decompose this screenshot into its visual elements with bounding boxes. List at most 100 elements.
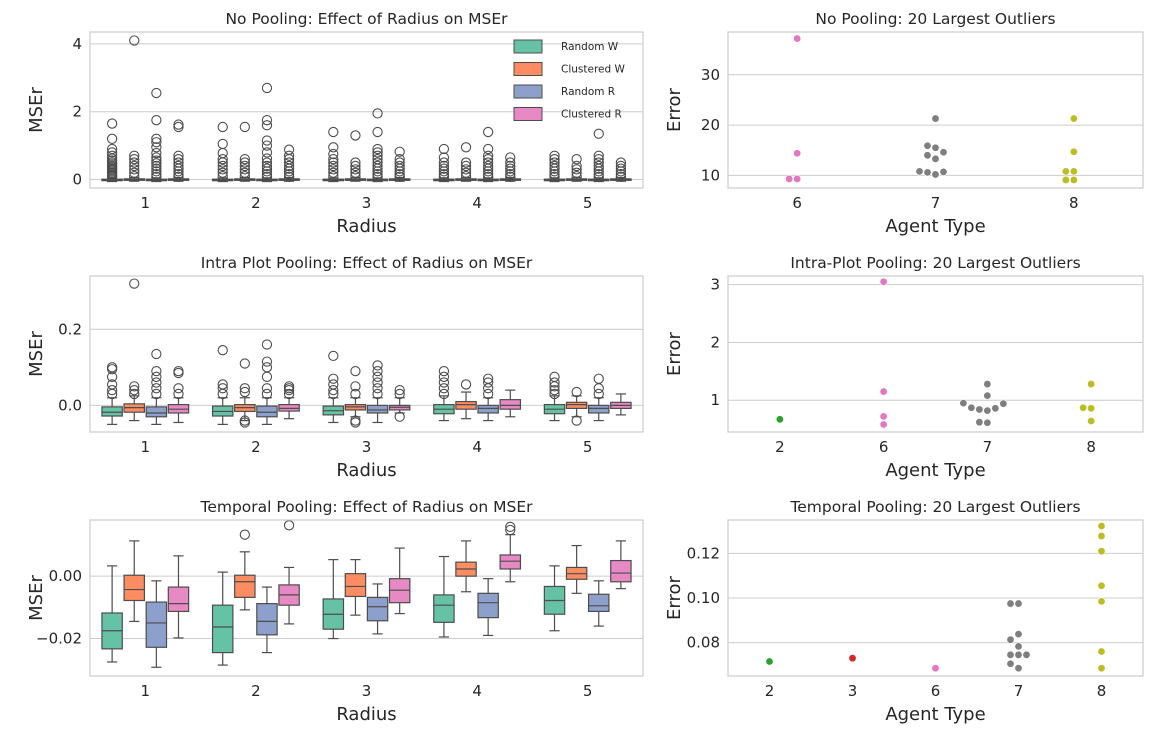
- outlier-point: [261, 82, 273, 94]
- outlier-point: [615, 168, 627, 180]
- outlier-point-agent-7: [931, 143, 940, 152]
- box-clustered-w-radius-5: [565, 386, 588, 426]
- legend: Random W Clustered W Random R Clustered R: [513, 39, 625, 121]
- outlier-point: [261, 356, 273, 367]
- x-tick-label: 3: [362, 682, 372, 700]
- outlier-point-agent-8: [1069, 147, 1078, 156]
- box-clustered-r-radius-4: [499, 152, 522, 182]
- outlier-point: [549, 160, 560, 172]
- box-random-r-radius-1: [145, 580, 168, 668]
- outlier-point: [372, 147, 383, 158]
- x-axis-label: Agent Type: [885, 460, 985, 481]
- outlier-point: [151, 168, 162, 180]
- plot-frame: [89, 275, 644, 433]
- outlier-point: [372, 108, 383, 119]
- outlier-point: [217, 379, 228, 390]
- outlier-point-agent-8: [1097, 581, 1106, 590]
- outlier-point-agent-7: [983, 380, 992, 389]
- chart-title: Temporal Pooling: 20 Largest Outliers: [789, 498, 1080, 516]
- outlier-point: [593, 373, 604, 384]
- box-body: [587, 404, 610, 414]
- y-tick-label: 0.0: [58, 396, 82, 414]
- outlier-point-agent-7: [939, 167, 948, 176]
- chart-title: No Pooling: Effect of Radius on MSEr: [225, 10, 508, 28]
- y-axis-label: MSEr: [26, 575, 47, 621]
- outlier-point-agent-7: [1014, 642, 1023, 651]
- box-clustered-w-radius-2: [234, 121, 256, 182]
- outlier-point: [549, 388, 560, 400]
- outlier-point-agent-8: [1079, 403, 1088, 412]
- outlier-point: [438, 152, 450, 163]
- box-clustered-r-radius-4: [499, 521, 522, 583]
- outlier-point: [438, 388, 450, 400]
- outlier-point: [438, 371, 450, 382]
- outlier-point: [239, 167, 250, 178]
- outlier-point: [283, 157, 295, 168]
- outlier-point: [372, 143, 383, 155]
- outlier-point: [217, 383, 228, 394]
- box-clustered-w-radius-5: [565, 154, 588, 182]
- outlier-point-agent-6: [879, 412, 888, 421]
- outlier-point: [151, 137, 162, 148]
- box-body: [123, 574, 146, 602]
- x-axis-label: Radius: [336, 216, 396, 237]
- outlier-point-agent-7: [967, 403, 976, 412]
- y-axis-label: Error: [664, 87, 685, 131]
- outlier-point: [151, 371, 162, 382]
- chart-panel-4: 1 2 3 2 6 7 8 Intra-Plot Pooling: 20 Largest Ou…: [664, 254, 1144, 481]
- outlier-point: [438, 377, 450, 388]
- outlier-point: [328, 384, 339, 396]
- outlier-point: [372, 371, 383, 382]
- outlier-point: [106, 143, 118, 155]
- box-random-r-radius-3: [366, 108, 389, 183]
- outlier-point: [549, 371, 560, 382]
- outlier-point: [549, 150, 560, 161]
- box-body: [101, 406, 123, 417]
- chart-panel-1: 0 2 4 1 2 3 4 5 No Pooling: Effect of Radius on …: [26, 10, 644, 237]
- box-clustered-w-radius-4: [455, 379, 477, 420]
- outlier-point: [571, 167, 582, 178]
- outlier-point: [372, 126, 383, 138]
- outlier-point: [505, 524, 516, 536]
- outlier-point: [394, 154, 405, 165]
- chart-title: No Pooling: 20 Largest Outliers: [815, 10, 1055, 28]
- y-axis-label: MSEr: [26, 87, 47, 133]
- outlier-point: [372, 388, 383, 400]
- chart-panel-6: 0.08 0.10 0.12 2 3 6 7 8 Temporal Pooling: 20 La…: [664, 498, 1144, 725]
- box-clustered-r-radius-1: [167, 365, 190, 424]
- legend-swatch: [513, 107, 543, 121]
- box-clustered-w-radius-1: [123, 278, 146, 422]
- outlier-point-agent-6: [793, 149, 802, 158]
- outlier-point-agent-7: [999, 399, 1008, 408]
- outlier-point: [151, 365, 162, 377]
- box-random-r-radius-2: [256, 82, 278, 183]
- outlier-point: [438, 163, 450, 174]
- box-clustered-r-radius-5: [610, 157, 632, 182]
- outlier-point: [483, 377, 494, 388]
- box-random-w-radius-4: [433, 555, 455, 638]
- outlier-point: [505, 160, 516, 172]
- outlier-point-agent-8: [1069, 175, 1078, 184]
- x-tick-label: 3: [848, 682, 858, 700]
- box-body: [211, 604, 234, 654]
- x-tick-label: 1: [141, 194, 151, 212]
- outlier-point-agent-6: [879, 277, 888, 286]
- outlier-point: [239, 170, 250, 182]
- outlier-point: [328, 170, 339, 182]
- box-clustered-r-radius-1: [167, 555, 190, 639]
- box-random-w-radius-5: [543, 371, 566, 422]
- outlier-point: [151, 160, 162, 172]
- outlier-point: [350, 381, 361, 392]
- outlier-point: [239, 160, 250, 172]
- box-random-r-radius-2: [256, 339, 278, 425]
- outlier-point-agent-7: [975, 418, 984, 427]
- outlier-point: [328, 379, 339, 390]
- box-clustered-r-radius-4: [499, 389, 522, 418]
- outlier-point: [283, 388, 295, 400]
- outlier-point: [129, 154, 140, 165]
- box-body: [366, 596, 389, 622]
- outlier-point: [372, 365, 383, 377]
- box-clustered-r-radius-3: [388, 146, 411, 182]
- box-random-r-radius-2: [256, 586, 278, 654]
- box-random-w-radius-4: [433, 365, 455, 422]
